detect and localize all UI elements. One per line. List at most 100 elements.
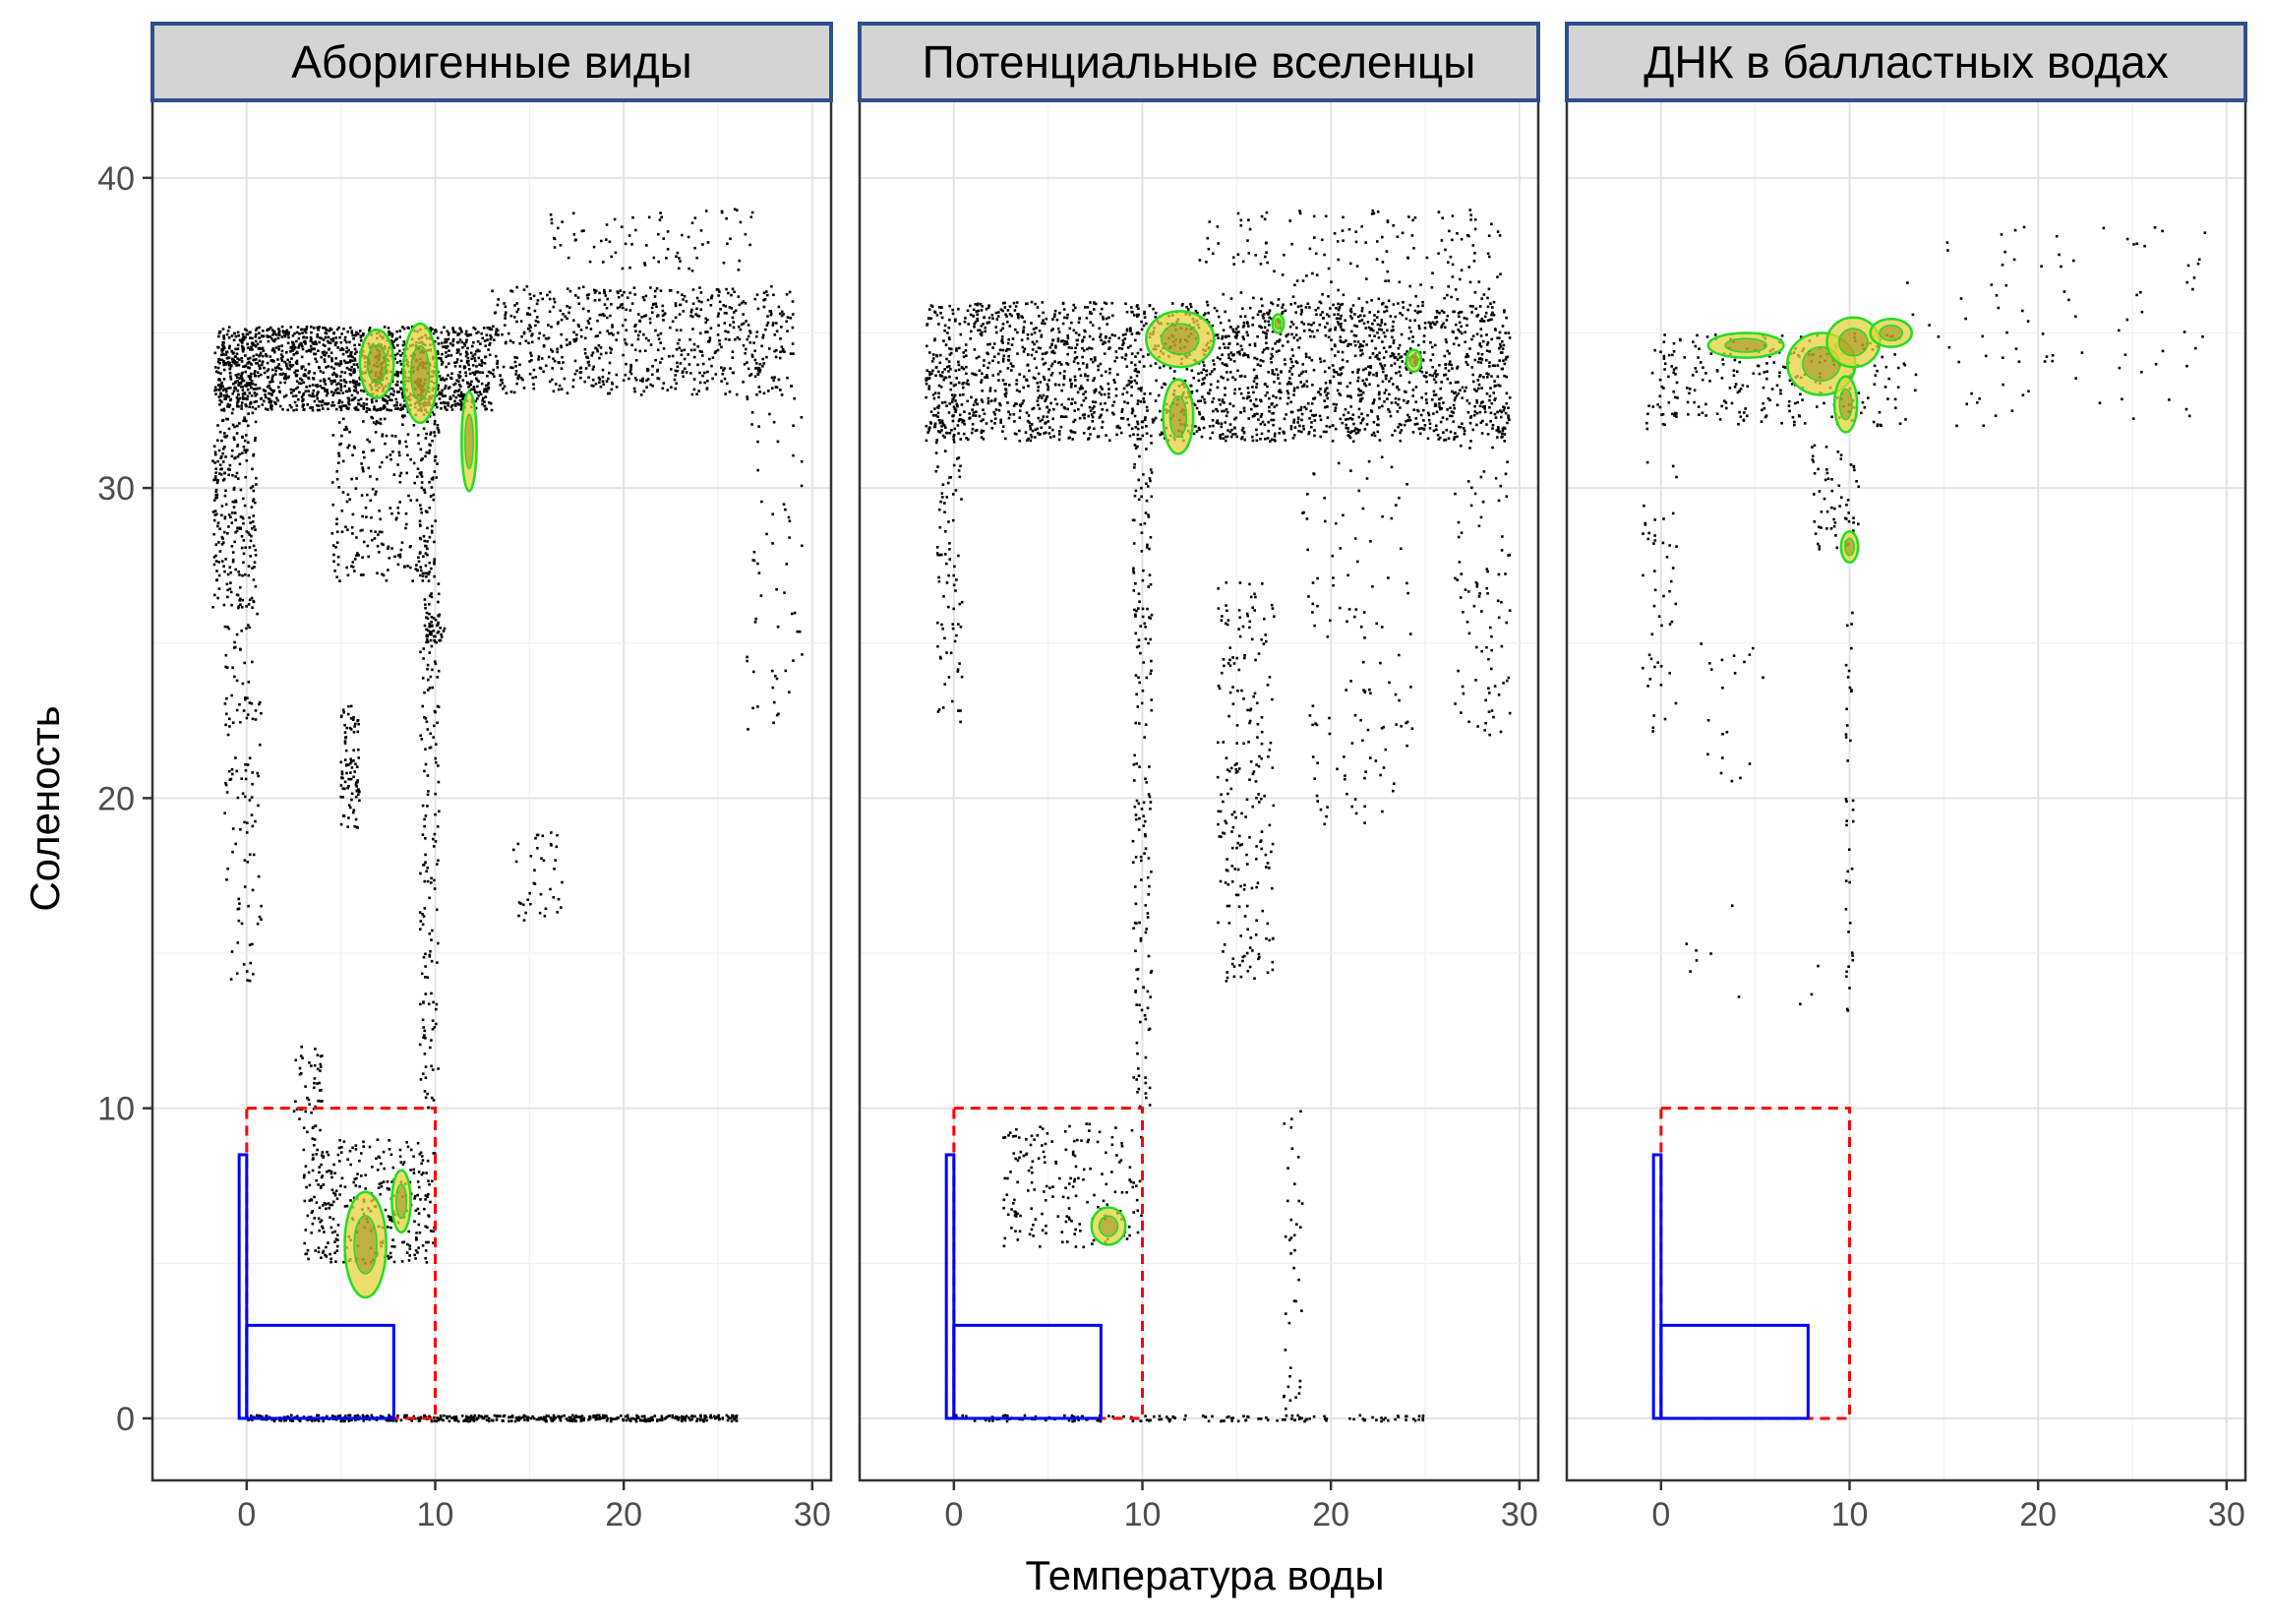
- data-point: [702, 1419, 705, 1423]
- data-point: [1046, 410, 1050, 414]
- data-point: [245, 329, 249, 332]
- data-point: [348, 359, 352, 362]
- data-point: [674, 316, 678, 320]
- data-point: [277, 345, 280, 348]
- data-point: [659, 331, 663, 335]
- data-point: [447, 401, 449, 404]
- data-point: [318, 1166, 321, 1169]
- data-point: [236, 347, 240, 350]
- data-point: [746, 655, 748, 659]
- data-point: [1202, 314, 1206, 317]
- data-point: [418, 1043, 422, 1047]
- data-point: [656, 368, 659, 372]
- data-point: [242, 349, 245, 353]
- data-point: [348, 1149, 352, 1153]
- data-point: [258, 331, 261, 334]
- data-point: [423, 879, 427, 883]
- data-point: [242, 709, 246, 712]
- data-point: [261, 334, 264, 337]
- data-point: [226, 733, 230, 737]
- data-point: [549, 887, 552, 891]
- data-point: [353, 368, 356, 371]
- data-point: [254, 528, 257, 531]
- data-point: [467, 360, 470, 363]
- data-point: [401, 395, 405, 399]
- data-point: [434, 459, 437, 462]
- data-point: [1503, 374, 1506, 378]
- data-point: [1365, 378, 1368, 381]
- data-point: [218, 472, 221, 475]
- data-point: [546, 293, 549, 297]
- data-point: [423, 769, 426, 773]
- data-point: [295, 408, 298, 411]
- data-point: [441, 360, 445, 364]
- data-point: [1061, 322, 1065, 326]
- data-point: [467, 333, 470, 337]
- data-point: [1465, 317, 1468, 321]
- data-point: [323, 360, 327, 364]
- data-point: [419, 920, 423, 923]
- data-point: [353, 1414, 357, 1417]
- data-point: [1492, 300, 1496, 304]
- data-point: [635, 1413, 638, 1417]
- data-point: [492, 368, 495, 372]
- data-point: [435, 760, 438, 764]
- data-point: [246, 763, 250, 766]
- data-point: [348, 430, 351, 434]
- data-point: [549, 213, 553, 216]
- data-point: [567, 256, 570, 260]
- data-point: [234, 456, 237, 459]
- data-point: [316, 1413, 319, 1417]
- data-point: [1243, 438, 1246, 442]
- data-point: [336, 362, 339, 366]
- data-point: [1288, 325, 1292, 329]
- data-point: [1086, 379, 1090, 382]
- data-point: [339, 1419, 343, 1423]
- data-point: [1200, 371, 1203, 375]
- data-point: [488, 353, 492, 357]
- data-point: [238, 462, 242, 466]
- data-point: [706, 318, 709, 322]
- data-point: [354, 487, 358, 490]
- data-point: [419, 566, 422, 569]
- data-point: [756, 468, 759, 472]
- data-point: [349, 806, 352, 810]
- data-point: [544, 336, 548, 340]
- data-point: [336, 382, 340, 386]
- data-point: [389, 1255, 392, 1259]
- data-point: [335, 470, 338, 473]
- data-point: [291, 347, 294, 351]
- data-point: [248, 546, 252, 549]
- range-box: [245, 1323, 395, 1420]
- data-point: [213, 351, 217, 355]
- data-point: [758, 391, 761, 393]
- data-point: [947, 370, 950, 373]
- data-point: [228, 398, 232, 402]
- data-point: [437, 429, 441, 432]
- data-point: [580, 229, 584, 233]
- data-point: [783, 350, 786, 353]
- data-point: [638, 320, 642, 323]
- data-point: [729, 324, 732, 327]
- data-point: [323, 387, 326, 391]
- data-point: [485, 1418, 489, 1421]
- data-point: [800, 459, 804, 463]
- data-point: [365, 406, 369, 410]
- data-point: [367, 407, 371, 411]
- data-point: [437, 764, 440, 767]
- data-point: [630, 243, 633, 246]
- data-point: [290, 391, 293, 394]
- data-point: [362, 1145, 365, 1148]
- data-point: [731, 1413, 734, 1417]
- data-point: [576, 324, 580, 327]
- data-point: [532, 294, 536, 298]
- data-point: [548, 297, 552, 301]
- x-tick-label: 20: [605, 1496, 642, 1534]
- data-point: [965, 372, 968, 376]
- data-point: [237, 571, 240, 573]
- data-point: [965, 437, 968, 440]
- data-point: [1088, 334, 1092, 338]
- data-point: [213, 451, 217, 454]
- data-point: [703, 381, 706, 385]
- data-point: [648, 321, 652, 325]
